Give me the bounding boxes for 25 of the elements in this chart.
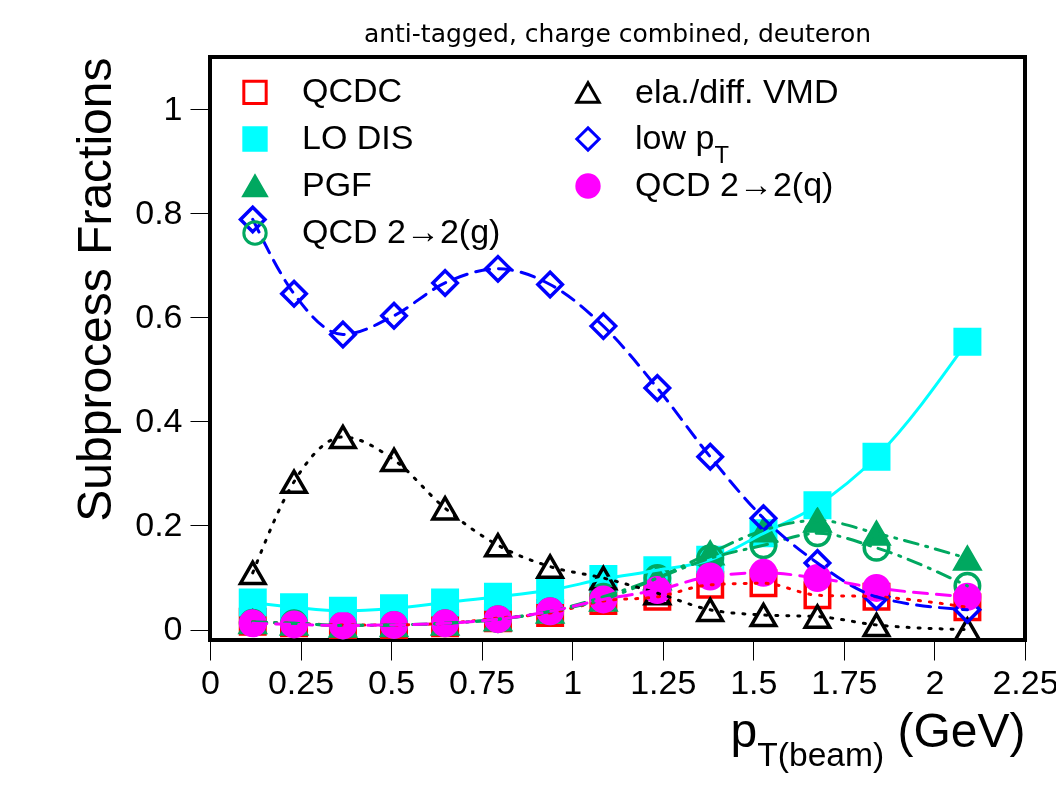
y-tick-label: 0.2 <box>135 504 183 543</box>
y-tick-label: 1 <box>163 88 183 127</box>
x-tick-label: 1.5 <box>730 662 778 701</box>
legend-label: PGF <box>302 165 372 203</box>
y-tick-label: 0.6 <box>135 296 183 335</box>
y-tick-label: 0 <box>163 609 183 648</box>
x-tick-label: 1.25 <box>630 662 697 701</box>
y-tick-label: 0.8 <box>135 192 183 231</box>
legend-label: low p$_{T}$ <box>635 118 729 168</box>
x-axis-title: p$_{T(beam)}$ (GeV) <box>730 703 1026 772</box>
x-tick-label: 0.5 <box>367 662 416 701</box>
legend-label: QCD 2→2(g) <box>302 212 501 250</box>
x-tick-label: 0.75 <box>449 662 516 701</box>
y-tick-label: 0.4 <box>135 400 183 439</box>
legend-label: ela./diff. VMD <box>635 71 839 110</box>
legend-label: QCDC <box>302 71 403 110</box>
chart-title: anti-tagged, charge combined, deuteron <box>363 19 872 48</box>
y-axis-title: Subprocess Fractions <box>68 57 122 522</box>
legend-label: LO DIS <box>302 118 414 156</box>
x-tick-label: 0.25 <box>267 662 335 701</box>
x-tick-label: 1 <box>563 662 583 701</box>
legend-label: QCD 2→2(q) <box>635 165 834 203</box>
x-tick-label: 0 <box>201 662 220 701</box>
x-tick-label: 2 <box>925 662 945 701</box>
x-tick-label: 1.75 <box>811 662 878 701</box>
